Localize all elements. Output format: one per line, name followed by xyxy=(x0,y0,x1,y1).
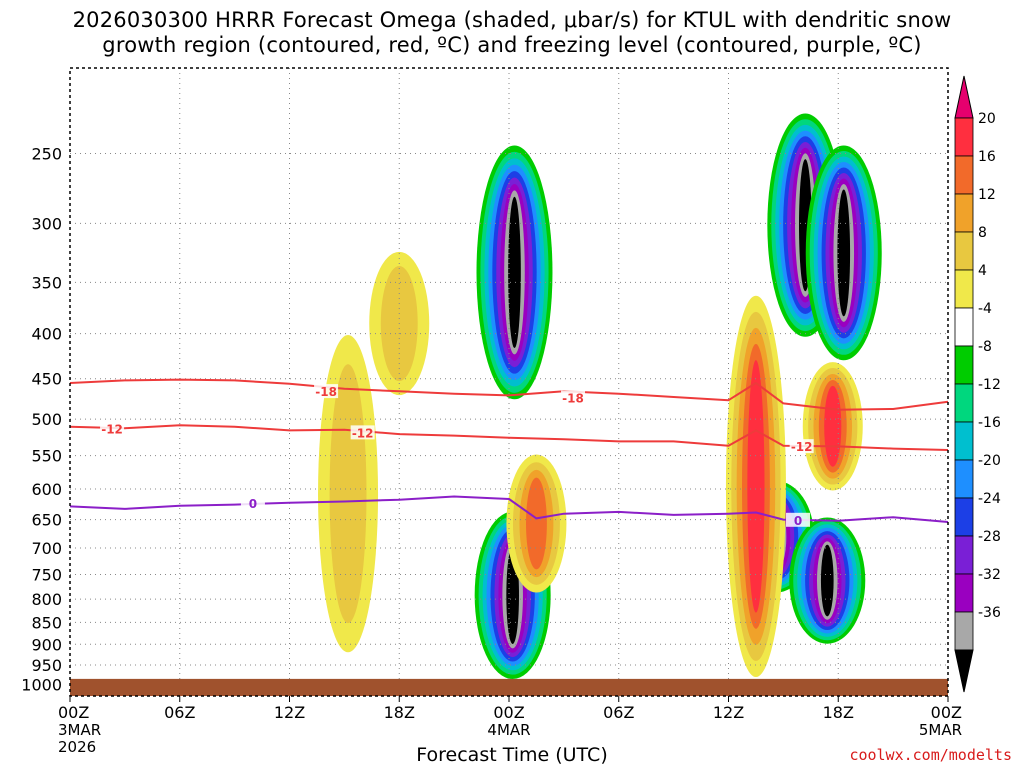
colorbar-label-7: -12 xyxy=(978,377,1001,393)
colorbar-segment-4 xyxy=(954,231,974,271)
colorbar-label-8: -16 xyxy=(978,415,1001,431)
colorbar-segment-10 xyxy=(954,459,974,499)
contour-label-bg-2 xyxy=(100,421,125,436)
colorbar-segment-9 xyxy=(954,421,974,461)
contour-label-3: -12 xyxy=(352,426,374,440)
colorbar-label-0: 20 xyxy=(978,111,996,127)
contour-label-bg-6 xyxy=(786,512,811,527)
omega-cell-ascent-00z4mar-upper xyxy=(476,145,553,400)
omega-cell-descent-17z4mar xyxy=(802,362,863,491)
x-date-label-8: 5MAR xyxy=(919,721,962,739)
colorbar-segment-3 xyxy=(954,193,974,233)
colorbar-segment-11 xyxy=(954,497,974,537)
colorbar-segment-12 xyxy=(954,535,974,575)
y-tick-label-350: 350 xyxy=(31,273,62,292)
colorbar-segment-7 xyxy=(954,345,974,385)
omega-cell-descent-13z4mar xyxy=(725,295,786,678)
colorbar-label-13: -36 xyxy=(978,605,1001,621)
colorbar-label-2: 12 xyxy=(978,187,996,203)
x-tick-label-7: 18Z xyxy=(823,703,854,722)
contour-label-bg-4 xyxy=(789,439,814,454)
omega-cell-descent-17z4mar-level-4 xyxy=(824,385,842,467)
colorbar-label-10: -24 xyxy=(978,491,1001,507)
colorbar-segment-14 xyxy=(954,611,974,651)
y-tick-label-650: 650 xyxy=(31,511,62,530)
y-tick-label-300: 300 xyxy=(31,214,62,233)
colorbar-label-11: -28 xyxy=(978,529,1001,545)
colorbar-segment-2 xyxy=(954,155,974,195)
contour-label-bg-1 xyxy=(561,390,586,405)
contour-label-2: -12 xyxy=(101,423,123,437)
colorbar-label-5: -4 xyxy=(978,301,992,317)
colorbar-segment-8 xyxy=(954,383,974,423)
y-tick-label-750: 750 xyxy=(31,565,62,584)
y-tick-label-400: 400 xyxy=(31,325,62,344)
y-tick-label-250: 250 xyxy=(31,144,62,163)
colorbar-label-4: 4 xyxy=(978,263,987,279)
contour-label-bg-0 xyxy=(314,384,339,399)
x-tick-label-3: 18Z xyxy=(384,703,415,722)
y-tick-label-800: 800 xyxy=(31,590,62,609)
x-date-label-4: 4MAR xyxy=(487,721,530,739)
colorbar: 20 16 12 8 4 -4 -8 -12 -16 -20 -24 -28 -32 -36 xyxy=(954,75,1001,693)
x-tick-label-4: 00Z xyxy=(493,703,524,722)
contour-dgz-minus18 xyxy=(69,378,949,411)
x-tick-label-1: 06Z xyxy=(164,703,195,722)
x-date-label-0: 3MAR xyxy=(58,721,101,739)
x-tick-label-8: 00Z xyxy=(931,703,962,722)
contour-label-bg-5 xyxy=(240,495,265,510)
ground-below-surface xyxy=(70,678,948,696)
colorbar-segment-13 xyxy=(954,573,974,613)
contour-freezing-level-0 xyxy=(69,495,949,523)
y-tick-label-900: 900 xyxy=(31,635,62,654)
colorbar-label-6: -8 xyxy=(978,339,992,355)
chart-title-line-2: growth region (contoured, red, ºC) and f… xyxy=(102,33,922,57)
colorbar-segment-5 xyxy=(954,269,974,309)
contour-label-5: 0 xyxy=(249,497,257,511)
x-year-label-0: 2026 xyxy=(58,738,96,756)
omega-cell-ascent-00z4mar-upper-level-8 xyxy=(508,196,521,349)
temperature-contours: -18 -18 -12 -12 -12 0 0 xyxy=(69,378,949,528)
colorbar-label-9: -20 xyxy=(978,453,1001,469)
contour-label-6: 0 xyxy=(794,514,802,528)
y-tick-label-450: 450 xyxy=(31,370,62,389)
colorbar-label-1: 16 xyxy=(978,149,996,165)
axes: 250 300 350 400 450 500 550 600 650 700 750 800 850 9… xyxy=(21,67,962,756)
x-tick-label-2: 12Z xyxy=(274,703,305,722)
y-tick-label-850: 850 xyxy=(31,613,62,632)
omega-cell-descent-01z4mar-level-3 xyxy=(526,477,547,570)
omega-cell-descent-01z4mar xyxy=(506,454,567,593)
y-tick-label-500: 500 xyxy=(31,410,62,429)
omega-cell-descent-15z3mar xyxy=(318,335,379,653)
y-tick-label-700: 700 xyxy=(31,539,62,558)
y-tick-label-1000: 1000 xyxy=(21,676,62,695)
omega-cell-ascent-17z4mar-upper xyxy=(805,145,882,361)
x-tick-label-5: 06Z xyxy=(603,703,634,722)
contour-label-1: -18 xyxy=(562,392,584,406)
omega-cell-descent-15z3mar-level-1 xyxy=(329,364,367,624)
contour-label-0: -18 xyxy=(315,385,337,399)
omega-cell-ascent-17z4mar-upper-level-8 xyxy=(837,189,851,317)
y-tick-label-950: 950 xyxy=(31,656,62,675)
contour-label-4: -12 xyxy=(791,440,813,454)
colorbar-label-3: 8 xyxy=(978,225,987,241)
contour-label-bg-3 xyxy=(350,425,375,440)
colorbar-bottom-arrow xyxy=(954,649,974,693)
x-tick-label-6: 12Z xyxy=(713,703,744,722)
omega-cell-ascent-17z4mar-lower-level-8 xyxy=(820,544,834,617)
site-credit: coolwx.com/modelts xyxy=(849,746,1012,764)
colorbar-top-arrow xyxy=(954,75,974,119)
y-tick-label-550: 550 xyxy=(31,447,62,466)
ground-fill xyxy=(70,678,948,696)
y-tick-label-600: 600 xyxy=(31,480,62,499)
colorbar-segment-1 xyxy=(954,117,974,157)
omega-cell-descent-13z4mar-level-4 xyxy=(747,360,765,613)
omega-cell-ascent-17z4mar-lower xyxy=(789,517,866,644)
colorbar-label-12: -32 xyxy=(978,567,1001,583)
chart-title-line-1: 2026030300 HRRR Forecast Omega (shaded, … xyxy=(72,8,952,32)
x-tick-label-0: 00Z xyxy=(58,703,89,722)
x-axis-label: Forecast Time (UTC) xyxy=(416,744,608,766)
colorbar-segment-6 xyxy=(954,307,974,347)
